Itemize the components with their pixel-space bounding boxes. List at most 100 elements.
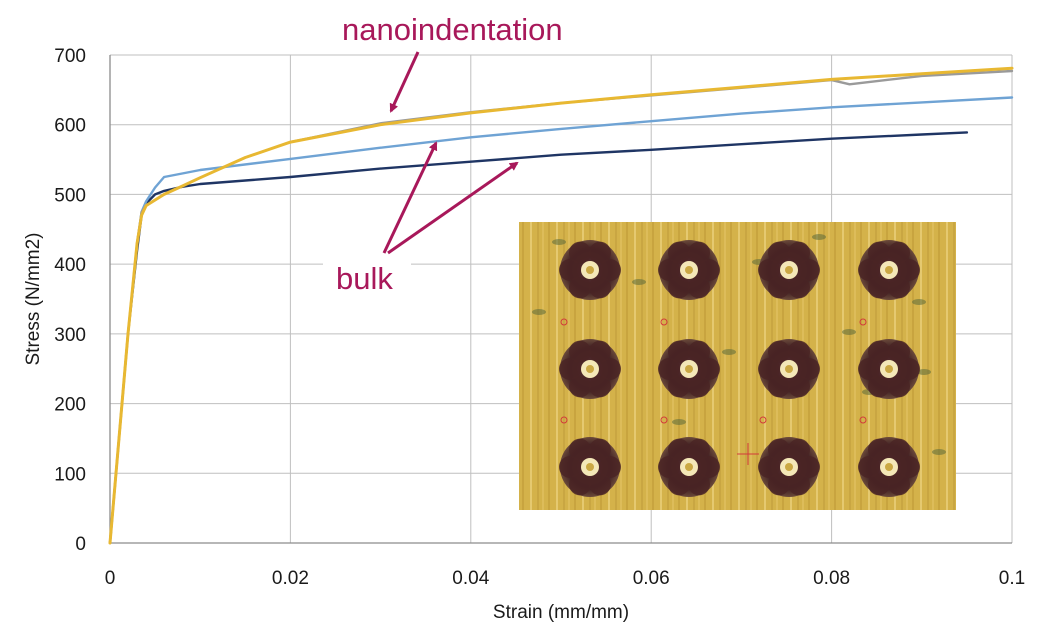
indent-lobe	[658, 456, 680, 478]
surface-speck	[912, 299, 926, 305]
indent-core	[685, 365, 693, 373]
y-tick-label: 100	[54, 464, 86, 485]
indent-lobe	[798, 358, 820, 380]
indent-core	[885, 365, 893, 373]
indent-lobe	[768, 241, 790, 264]
indent-lobe	[599, 259, 621, 281]
reference-circle	[660, 318, 668, 326]
indent-lobe	[768, 375, 790, 398]
gridlines	[110, 54, 1013, 543]
surface-speck	[532, 309, 546, 315]
indent-lobe	[858, 456, 880, 478]
x-tick-label: 0.04	[452, 568, 489, 589]
indent-lobe	[888, 276, 910, 299]
indent-lobe	[688, 276, 710, 299]
axes: 0 100 200 300 400 500 600 700 0 0.02 0.04 0.06 0.08 0…	[54, 46, 1025, 589]
indent-lobe	[768, 473, 790, 496]
surface-speck	[632, 279, 646, 285]
indent-lobe	[559, 259, 581, 281]
y-tick-label: 0	[75, 534, 86, 555]
indent-core	[685, 463, 693, 471]
indent-lobe	[668, 375, 690, 398]
y-tick-label: 400	[54, 255, 86, 276]
indent-lobe	[589, 438, 611, 461]
indent-lobe	[768, 276, 790, 299]
reference-circle	[660, 416, 668, 424]
annotation-nanoindentation: nanoindentation	[342, 12, 563, 47]
reference-circle	[560, 416, 568, 424]
x-tick-label: 0.02	[272, 568, 309, 589]
surface-speck	[672, 419, 686, 425]
indent-lobe	[868, 276, 890, 299]
indent-lobe	[589, 276, 611, 299]
nanoindentation-arrow	[389, 51, 420, 113]
indent-lobe	[569, 241, 591, 264]
surface-speck	[917, 369, 931, 375]
y-tick-label: 300	[54, 325, 86, 346]
indent-core	[885, 463, 893, 471]
reference-circle	[859, 318, 867, 326]
indent-lobe	[798, 456, 820, 478]
indent-lobe	[668, 241, 690, 264]
y-axis-title: Stress (N/mm2)	[23, 233, 44, 366]
reference-circle	[859, 416, 867, 424]
indent-lobe	[589, 473, 611, 496]
indent-lobe	[668, 473, 690, 496]
indent-lobe	[788, 473, 810, 496]
reference-circle	[560, 318, 568, 326]
y-tick-label: 200	[54, 395, 86, 416]
surface-speck	[812, 234, 826, 240]
surface-speck	[842, 329, 856, 335]
indent-lobe	[868, 375, 890, 398]
indent-lobe	[658, 358, 680, 380]
indent-lobe	[858, 259, 880, 281]
indent-lobe	[888, 375, 910, 398]
indent-lobe	[668, 340, 690, 363]
indent-lobe	[868, 241, 890, 264]
indent-lobe	[888, 438, 910, 461]
indent-lobe	[798, 259, 820, 281]
surface-speck	[932, 449, 946, 455]
y-tick-label: 700	[54, 46, 86, 67]
x-tick-label: 0.08	[813, 568, 850, 589]
x-tick-label: 0.06	[633, 568, 670, 589]
x-axis-title: Strain (mm/mm)	[493, 602, 629, 623]
indent-lobe	[589, 340, 611, 363]
indent-lobe	[589, 241, 611, 264]
surface-speck	[722, 349, 736, 355]
indent-lobe	[698, 259, 720, 281]
series-lines	[108, 66, 1014, 545]
indent-lobe	[688, 340, 710, 363]
indent-lobe	[688, 473, 710, 496]
reference-circle	[759, 416, 767, 424]
indent-lobe	[758, 456, 780, 478]
annotations: nanoindentation bulk	[323, 12, 563, 296]
indent-lobe	[559, 456, 581, 478]
series-line	[108, 66, 1014, 545]
indent-lobe	[868, 438, 890, 461]
indent-lobe	[788, 340, 810, 363]
annotation-bulk: bulk	[336, 261, 393, 296]
indent-lobe	[668, 438, 690, 461]
indent-lobe	[688, 438, 710, 461]
indent-lobe	[599, 358, 621, 380]
indent-lobe	[768, 438, 790, 461]
indent-lobe	[898, 358, 920, 380]
indent-lobe	[559, 358, 581, 380]
indent-lobe	[698, 456, 720, 478]
surface-speck	[552, 239, 566, 245]
indent-lobe	[868, 473, 890, 496]
indent-lobe	[658, 259, 680, 281]
indent-lobe	[698, 358, 720, 380]
indent-lobe	[868, 340, 890, 363]
indent-lobe	[898, 456, 920, 478]
indent-lobe	[569, 276, 591, 299]
indent-core	[586, 365, 594, 373]
bulk-label-backdrop	[323, 253, 411, 293]
bulk-arrow-to-dark	[387, 161, 519, 255]
indent-lobe	[599, 456, 621, 478]
indent-lobe	[898, 259, 920, 281]
indent-lobe	[758, 358, 780, 380]
bulk-arrow-to-light	[382, 141, 438, 254]
x-tick-label: 0	[105, 568, 116, 589]
